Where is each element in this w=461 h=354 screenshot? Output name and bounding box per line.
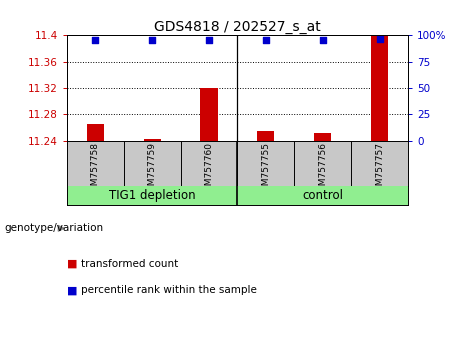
Point	[205, 37, 213, 42]
Text: genotype/variation: genotype/variation	[5, 223, 104, 233]
Text: GSM757756: GSM757756	[318, 142, 327, 197]
Point	[376, 36, 383, 41]
Bar	[371, 35, 388, 141]
Bar	[87, 124, 104, 141]
Point	[148, 37, 156, 42]
Point	[319, 37, 326, 42]
Text: control: control	[302, 189, 343, 202]
Text: ■: ■	[67, 259, 77, 269]
Text: GSM757759: GSM757759	[148, 142, 157, 197]
Text: GSM757755: GSM757755	[261, 142, 270, 197]
Text: GSM757758: GSM757758	[91, 142, 100, 197]
Text: transformed count: transformed count	[81, 259, 178, 269]
Text: GSM757757: GSM757757	[375, 142, 384, 197]
Text: percentile rank within the sample: percentile rank within the sample	[81, 285, 257, 295]
Point	[92, 37, 99, 42]
Point	[262, 37, 270, 42]
Text: ■: ■	[67, 285, 77, 295]
Text: TIG1 depletion: TIG1 depletion	[109, 189, 195, 202]
Bar	[201, 88, 218, 141]
Bar	[144, 139, 160, 141]
Bar	[314, 133, 331, 141]
Title: GDS4818 / 202527_s_at: GDS4818 / 202527_s_at	[154, 21, 321, 34]
Text: GSM757760: GSM757760	[205, 142, 213, 197]
Bar	[257, 131, 274, 141]
